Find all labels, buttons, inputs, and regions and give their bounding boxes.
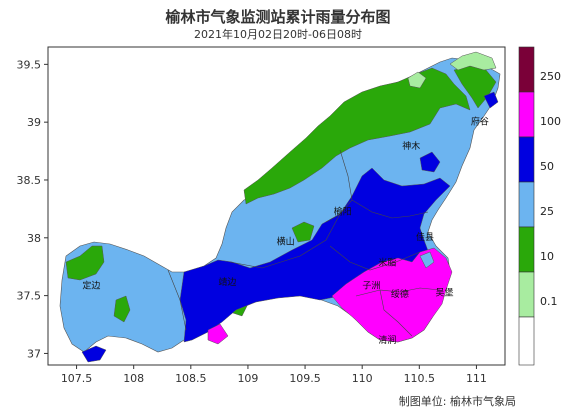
region-50-100 — [179, 167, 451, 343]
legend-label: 50 — [540, 160, 554, 173]
x-tick-label: 110.5 — [404, 372, 436, 385]
y-tick-label: 38 — [27, 232, 41, 245]
legend-label: 250 — [540, 70, 561, 83]
city-label: 佳县 — [416, 231, 434, 243]
city-label: 定边 — [82, 280, 100, 292]
y-tick-label: 37.5 — [17, 290, 42, 303]
legend-label: 10 — [540, 250, 554, 263]
legend-label: 100 — [540, 115, 561, 128]
x-tick-label: 109.5 — [289, 372, 321, 385]
legend-swatch — [518, 271, 535, 318]
x-tick-label: 109 — [237, 372, 258, 385]
map-subtitle: 2021年10月02日20时-06日08时 — [194, 28, 362, 41]
region-50-100-fugu — [483, 91, 499, 109]
x-tick-label: 110 — [352, 372, 373, 385]
legend-label: 0.1 — [540, 295, 558, 308]
city-label: 横山 — [277, 236, 295, 248]
legend-swatch — [518, 181, 535, 228]
region-100-250 — [331, 247, 453, 343]
x-tick-label: 107.5 — [61, 372, 93, 385]
city-label: 米脂 — [378, 257, 396, 269]
legend-label: 25 — [540, 205, 554, 218]
region-light-spot — [419, 251, 435, 269]
region-10-25-center — [291, 221, 315, 243]
credit-text: 制图单位: 榆林市气象局 — [398, 395, 516, 408]
region-10-25-spot — [113, 295, 131, 323]
city-label: 绥德 — [391, 288, 409, 300]
city-label: 榆阳 — [334, 206, 352, 218]
legend-swatch — [518, 91, 535, 138]
city-label: 靖边 — [218, 276, 236, 288]
city-label: 府谷 — [471, 115, 489, 127]
city-label: 吴堡 — [435, 287, 453, 299]
legend-swatch — [518, 226, 535, 273]
y-tick-label: 39.5 — [17, 58, 42, 71]
y-tick-label: 37 — [27, 347, 41, 360]
legend-swatch — [518, 136, 535, 183]
region-50-100-north — [419, 151, 441, 173]
city-label: 清涧 — [378, 334, 396, 346]
legend-swatch-empty — [518, 316, 535, 366]
y-tick-label: 39 — [27, 116, 41, 129]
y-tick-label: 38.5 — [17, 174, 42, 187]
county-borders — [167, 149, 441, 337]
x-tick-label: 111 — [466, 372, 487, 385]
rainfall-regions — [59, 51, 501, 363]
x-tick-label: 108 — [123, 372, 144, 385]
x-tick-label: 108.5 — [175, 372, 207, 385]
region-50-100-south — [81, 345, 107, 363]
region-100-250-spot — [207, 323, 229, 345]
legend-swatch — [518, 46, 535, 93]
region-0-10-spot — [407, 71, 427, 89]
region-10-25-west — [65, 245, 105, 281]
region-0-10-northeast — [449, 51, 497, 71]
legend: 250 100 50 25 10 0.1 — [518, 46, 561, 366]
map-title: 榆林市气象监测站累计雨量分布图 — [165, 8, 391, 26]
city-label: 子洲 — [362, 281, 380, 292]
city-label: 神木 — [402, 140, 420, 152]
